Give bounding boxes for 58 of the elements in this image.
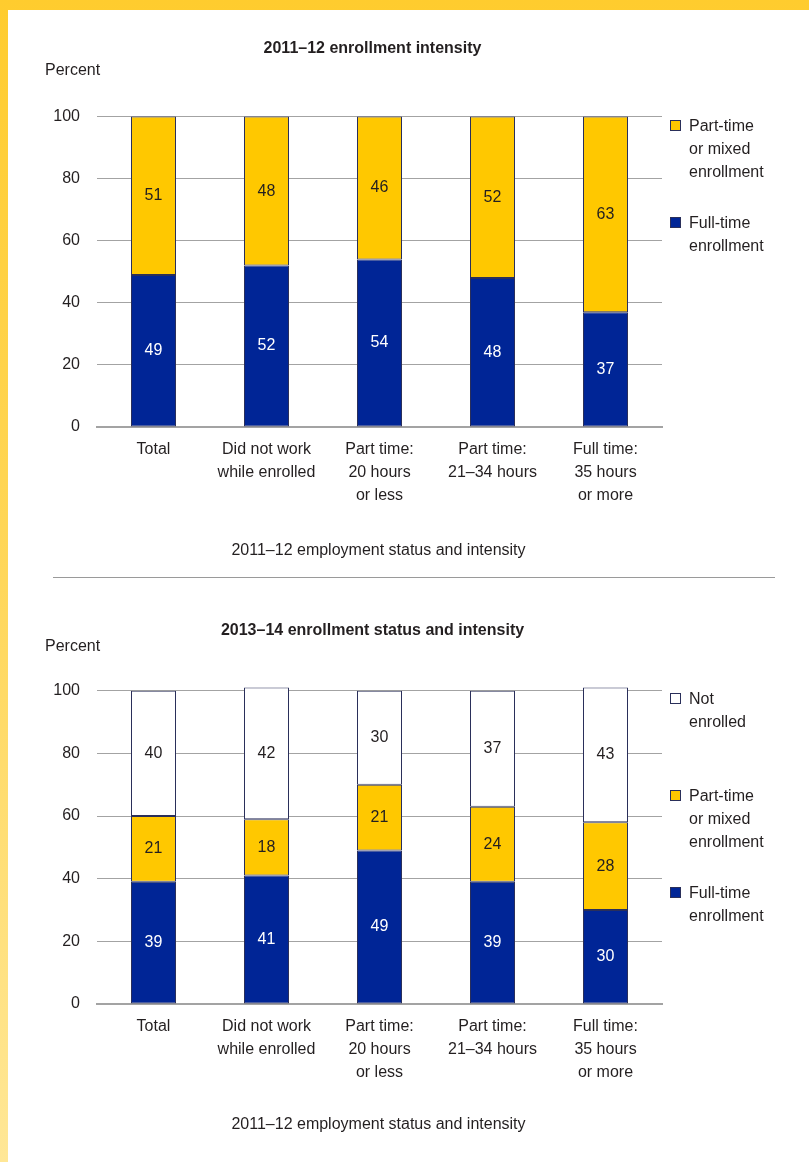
data-label: 48 xyxy=(483,342,502,360)
data-label: 40 xyxy=(144,743,163,761)
data-label: 21 xyxy=(370,808,389,826)
data-label: 54 xyxy=(370,333,389,351)
data-label: 28 xyxy=(596,856,615,874)
x-tick-label: Did not work while enrolled xyxy=(216,439,316,480)
data-label: 41 xyxy=(257,929,276,947)
data-label: 37 xyxy=(596,359,615,377)
data-label: 21 xyxy=(144,839,163,857)
y-tick-label: 20 xyxy=(62,355,81,373)
x-tick-label: Full time: 35 hours or more xyxy=(573,439,638,504)
x-tick-label: Did not work while enrolled xyxy=(216,1016,316,1057)
data-label: 49 xyxy=(144,341,163,359)
data-label: 30 xyxy=(596,947,615,965)
x-tick-label: Part time: 20 hours or less xyxy=(345,1016,414,1081)
chart-title: 2011–12 enrollment intensity xyxy=(262,38,483,58)
y-axis-title: Percent xyxy=(45,636,101,656)
data-label: 37 xyxy=(483,739,502,757)
y-tick-label: 100 xyxy=(53,107,81,125)
data-label: 46 xyxy=(370,178,389,196)
y-tick-label: 40 xyxy=(62,293,81,311)
x-axis-title: 2011–12 employment status and intensity xyxy=(230,1114,527,1134)
data-label: 39 xyxy=(144,933,163,951)
y-tick-label: 40 xyxy=(62,869,81,887)
data-label: 42 xyxy=(257,743,276,761)
chart-title: 2013–14 enrollment status and intensity xyxy=(220,621,525,638)
x-axis-title: 2011–12 employment status and intensity xyxy=(230,540,527,560)
text: Not enrolled xyxy=(689,688,747,732)
legend-label: Part-time or mixed enrollment xyxy=(689,115,765,182)
y-tick-label: 60 xyxy=(62,231,81,249)
x-tick-label: Total xyxy=(136,1016,171,1034)
x-tick-label: Total xyxy=(136,439,171,457)
y-tick-label: 0 xyxy=(71,417,81,435)
y-tick-label: 60 xyxy=(62,806,81,824)
x-tick-label: Full time: 35 hours or more xyxy=(573,1016,638,1081)
x-tick-label: Part time: 21–34 hours xyxy=(448,1016,537,1057)
data-label: 30 xyxy=(370,728,389,746)
x-tick-label: Part time: 20 hours or less xyxy=(345,439,414,504)
y-tick-label: 20 xyxy=(62,931,81,949)
data-label: 48 xyxy=(257,181,276,199)
data-label: 52 xyxy=(483,187,502,205)
y-tick-label: 100 xyxy=(53,681,81,699)
x-tick-label: Part time: 21–34 hours xyxy=(448,439,537,480)
legend-label: Full-time enrollment xyxy=(689,882,765,926)
y-tick-label: 80 xyxy=(62,169,81,187)
data-label: 51 xyxy=(144,186,163,204)
y-axis-title: Percent xyxy=(45,60,101,80)
data-label: 52 xyxy=(257,336,276,354)
data-label: 49 xyxy=(370,917,389,935)
data-label: 24 xyxy=(483,834,502,852)
data-label: 18 xyxy=(257,837,276,855)
data-label: 43 xyxy=(596,745,615,763)
data-label: 39 xyxy=(483,933,502,951)
data-label: 63 xyxy=(596,204,615,222)
y-tick-label: 80 xyxy=(62,743,81,761)
y-tick-label: 0 xyxy=(71,994,81,1012)
legend-label: Part-time or mixed enrollment xyxy=(689,785,765,852)
legend-label: Full-time enrollment xyxy=(689,212,765,256)
